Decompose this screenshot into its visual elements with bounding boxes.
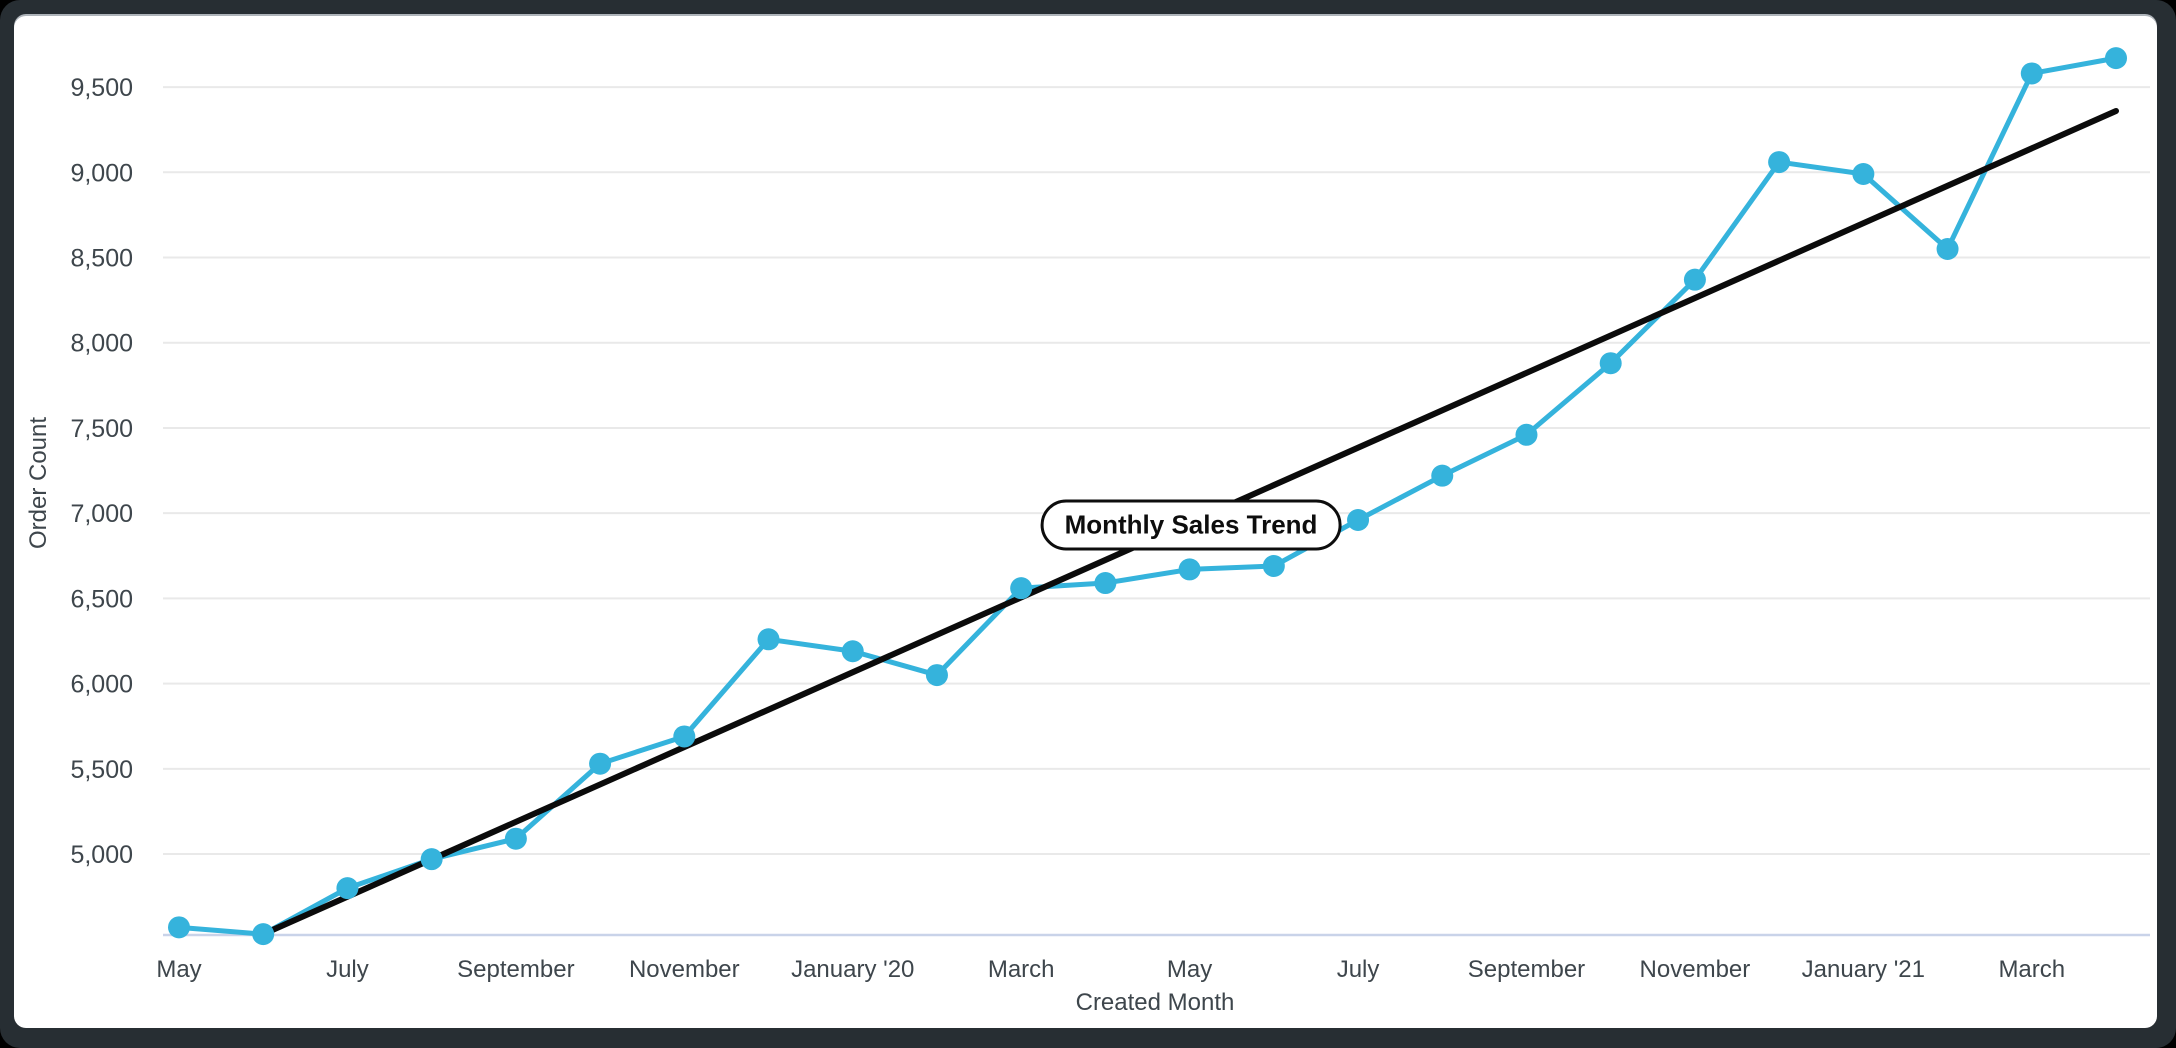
trend-series-label: Monthly Sales Trend	[1040, 499, 1342, 551]
